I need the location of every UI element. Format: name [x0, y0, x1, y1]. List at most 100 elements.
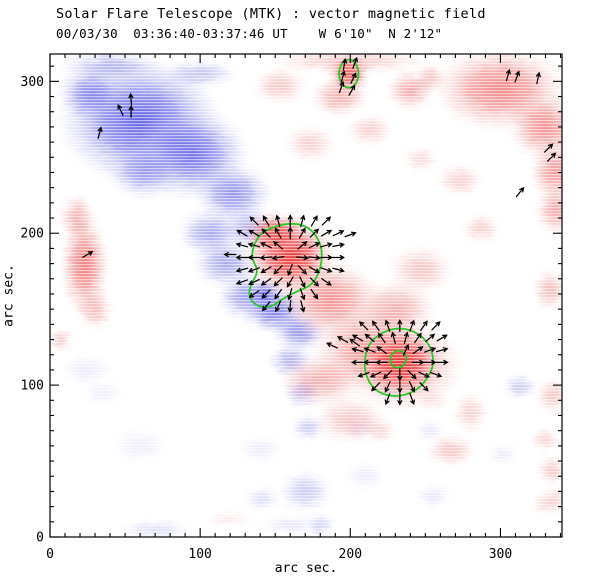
vector-arrow [515, 187, 525, 198]
vector-arrow [235, 254, 249, 261]
vector-arrow [435, 347, 449, 353]
vector-arrow [351, 334, 364, 342]
vector-arrow [332, 230, 345, 237]
vector-arrow [377, 332, 386, 344]
southwest-inner-contour [389, 349, 408, 369]
y-tick-label: 300 [21, 75, 44, 90]
vector-arrow [235, 242, 249, 248]
vector-arrow [371, 320, 380, 332]
vector-arrow [397, 392, 403, 406]
vector-arrow [350, 72, 357, 84]
vector-arrow [286, 276, 294, 288]
vector-arrow [298, 227, 306, 239]
vector-arrow [299, 288, 306, 301]
vector-arrow [403, 331, 409, 344]
vector-arrow [262, 215, 270, 227]
vector-arrow [273, 277, 283, 287]
vector-arrow [384, 319, 391, 332]
vector-arrow [384, 381, 391, 393]
vector-arrow [414, 332, 422, 344]
vector-arrow [505, 68, 511, 82]
vector-arrow [97, 126, 103, 139]
vector-arrow [376, 346, 387, 354]
vector-arrow [300, 300, 306, 313]
vector-arrow [297, 241, 308, 250]
vector-arrow [349, 338, 360, 347]
vector-arrow [275, 300, 282, 313]
vector-arrow [308, 255, 322, 261]
vector-arrow [247, 242, 261, 248]
vector-arrow [409, 392, 415, 406]
vector-arrow [390, 331, 396, 344]
vector-arrow [371, 382, 381, 392]
vector-arrow [344, 231, 357, 238]
vector-arrow [248, 290, 260, 298]
vector-arrow [260, 266, 272, 274]
vector-arrow [420, 320, 428, 332]
vector-arrow [320, 229, 333, 237]
plot-border [49, 53, 563, 538]
vector-arrow [274, 288, 283, 300]
vector-arrow [424, 347, 437, 353]
vector-arrow [299, 276, 306, 288]
x-tick-label: 200 [339, 547, 362, 562]
vector-arrow [397, 368, 403, 382]
vector-arrow [287, 300, 293, 313]
vector-arrow [248, 278, 260, 286]
vector-arrow [436, 334, 448, 342]
vector-arrow [287, 288, 293, 301]
x-tick-label: 0 [46, 547, 54, 562]
vector-arrow [261, 301, 271, 312]
vector-arrow [247, 267, 260, 273]
vector-arrow-layer [82, 56, 557, 406]
vector-arrow [260, 242, 272, 249]
plot-area [50, 54, 562, 537]
vector-arrow [402, 344, 410, 356]
vector-arrow [321, 278, 332, 286]
vector-arrow [274, 227, 282, 239]
vector-arrow [297, 265, 308, 275]
vector-arrow [128, 92, 134, 106]
vector-arrow [431, 321, 441, 331]
y-tick-label: 100 [21, 379, 44, 394]
x-tick-label: 300 [489, 547, 512, 562]
vector-arrow [287, 214, 293, 228]
vector-arrow [309, 228, 320, 238]
x-tick-label: 100 [188, 547, 211, 562]
vector-arrow [275, 214, 281, 228]
vector-arrow [397, 319, 403, 333]
vector-arrow [375, 359, 388, 365]
vector-arrow [363, 359, 376, 365]
vector-arrow [430, 371, 443, 378]
vector-arrow [261, 228, 271, 238]
vector-arrow [310, 288, 319, 300]
vector-arrow [332, 242, 345, 248]
vector-arrow [260, 278, 272, 286]
vector-arrow [348, 84, 356, 96]
vector-arrow [411, 359, 425, 365]
vector-arrow [287, 263, 293, 277]
vector-arrow [326, 342, 338, 349]
vector-arrow [247, 254, 261, 261]
vector-arrow [419, 382, 429, 392]
vector-arrow [423, 359, 437, 365]
vector-arrow [351, 347, 364, 353]
vector-arrow [535, 71, 541, 85]
vector-arrow [320, 242, 333, 248]
vector-arrow [223, 251, 237, 258]
vector-arrow [332, 267, 345, 273]
vector-arrow [332, 254, 346, 261]
vector-arrow [308, 242, 321, 249]
vector-arrow [296, 255, 310, 261]
vector-arrow [357, 371, 370, 378]
vector-arrow [546, 152, 557, 162]
vector-arrow [408, 381, 416, 393]
vector-arrow [82, 251, 94, 258]
vector-arrow [364, 333, 375, 343]
vector-arrow [249, 216, 259, 226]
vector-arrow [273, 241, 284, 250]
vector-arrow [342, 57, 348, 71]
vector-arrow [363, 347, 376, 353]
